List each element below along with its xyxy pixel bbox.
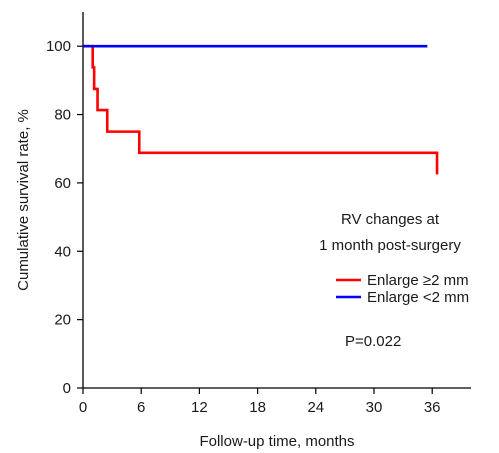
- y-tick-label: 0: [63, 380, 71, 397]
- x-tick-label: 12: [191, 399, 208, 416]
- x-tick-label: 6: [137, 399, 145, 416]
- series-layer: [83, 44, 439, 175]
- x-tick-label: 0: [79, 399, 87, 416]
- x-tick-label: 24: [307, 399, 324, 416]
- y-tick-label: 100: [46, 38, 71, 55]
- x-tick-label: 36: [424, 399, 441, 416]
- y-tick-label: 20: [54, 312, 71, 329]
- y-tick-label: 40: [54, 243, 71, 260]
- x-ticks: 0 6 12 18 24 30 36: [79, 388, 441, 416]
- y-axis-title: Cumulative survival rate, %: [15, 109, 32, 291]
- p-value-annotation: P=0.022: [345, 333, 401, 350]
- legend-title-line-2: 1 month post-surgery: [319, 237, 461, 254]
- y-tick-label: 80: [54, 107, 71, 124]
- series-line-0: [83, 44, 439, 175]
- x-tick-label: 30: [366, 399, 383, 416]
- legend-label-0: Enlarge ≥2 mm: [367, 272, 469, 289]
- legend-label-1: Enlarge <2 mm: [367, 289, 469, 306]
- y-tick-label: 60: [54, 175, 71, 192]
- legend-title-line-1: RV changes at: [341, 211, 440, 228]
- x-tick-label: 18: [249, 399, 266, 416]
- y-ticks: 0 20 40 60 80 100: [46, 38, 83, 397]
- x-axis-title: Follow-up time, months: [199, 433, 354, 450]
- axes: [82, 12, 471, 389]
